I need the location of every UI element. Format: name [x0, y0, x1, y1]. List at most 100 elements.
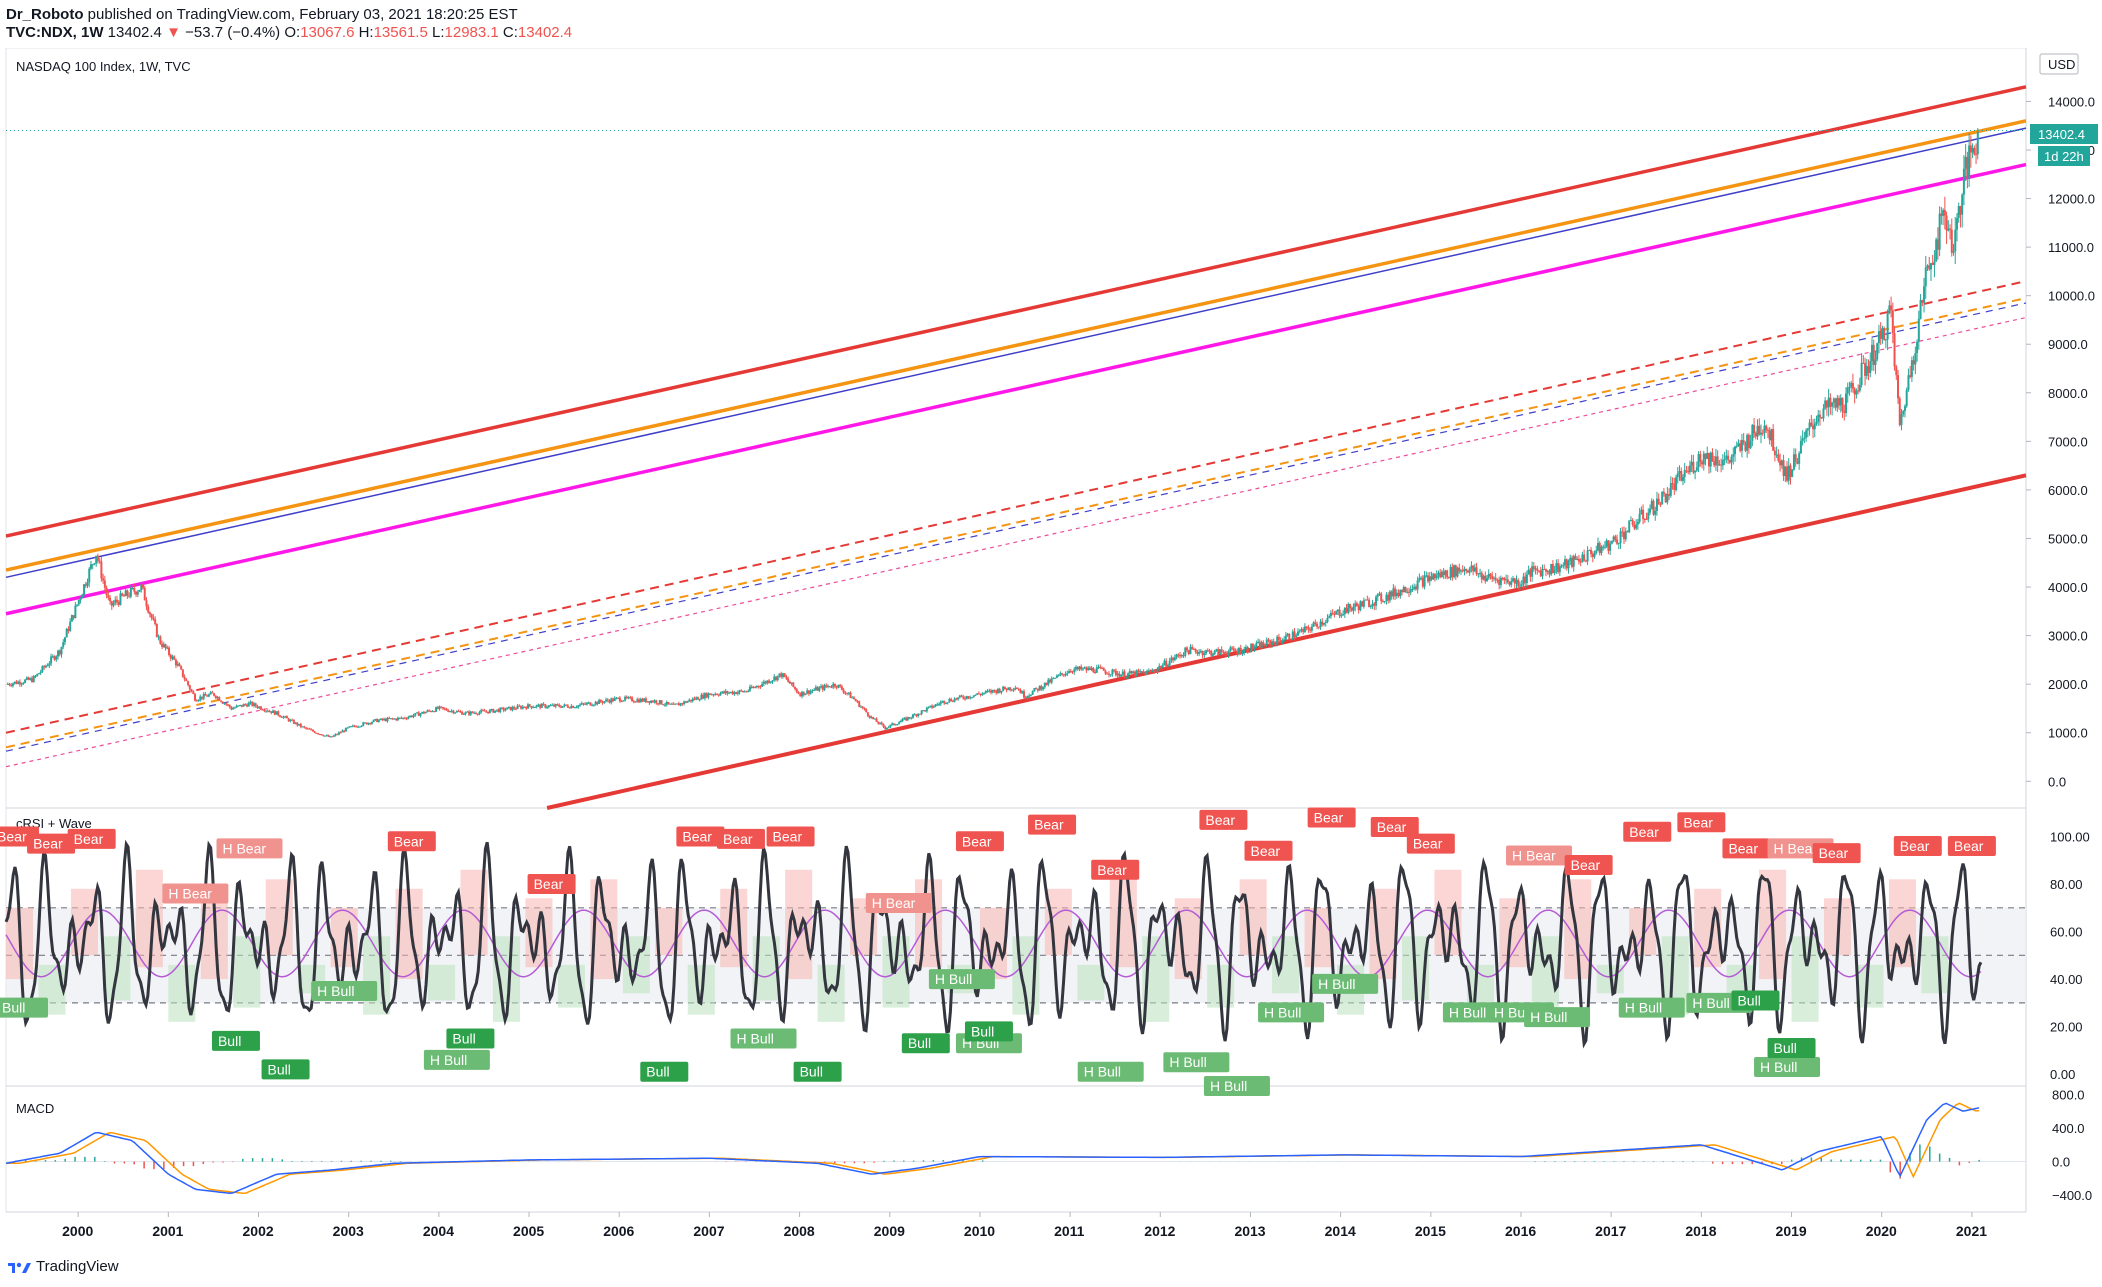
price-candle-body [558, 704, 561, 707]
price-candle-body [98, 560, 101, 562]
price-candle-body [757, 685, 760, 687]
price-candle-body [1151, 670, 1154, 672]
price-candle-body [383, 718, 386, 720]
price-candle-body [462, 713, 465, 715]
signal-label-bull [901, 1033, 950, 1054]
price-candle-body [1902, 411, 1905, 415]
price-candle-body [879, 722, 882, 724]
footer-brand[interactable]: TradingView [6, 1258, 119, 1275]
price-candle-body [211, 692, 214, 694]
price-candle-body [218, 697, 221, 701]
price-candle-body [1572, 556, 1575, 567]
price-candle-body [646, 701, 649, 703]
time-axis-label: 2017 [1595, 1223, 1626, 1239]
price-candle-body [25, 677, 28, 680]
price-candle-body [572, 705, 575, 708]
signal-label-bear [1564, 855, 1613, 876]
chart-canvas[interactable]: NASDAQ 100 Index, 1W, TVC cRSI + Wave MA… [0, 48, 2102, 1248]
macd-axis-label: −400.0 [2052, 1188, 2092, 1203]
price-candle-body [1380, 593, 1383, 602]
price-candle-body [1525, 574, 1528, 584]
price-candle-body [634, 701, 637, 703]
price-candle-body [1848, 387, 1851, 389]
price-candle-body [885, 727, 888, 730]
price-candle-body [1362, 600, 1365, 607]
price-candle-body [1730, 456, 1733, 463]
price-candle-body [1760, 432, 1763, 435]
signal-label-bull [261, 1059, 310, 1080]
price-candle-body [745, 691, 748, 693]
open-value: 13067.6 [300, 24, 355, 41]
price-candle-body [450, 710, 453, 712]
signal-label-bull [640, 1061, 689, 1082]
price-candle-body [925, 707, 928, 712]
price-candle-body [1576, 558, 1579, 560]
price-candle-body [1484, 575, 1487, 582]
rsi-bull-cloud [1077, 964, 1105, 1001]
countdown-tag [2038, 146, 2090, 166]
author-name[interactable]: Dr_Roboto [6, 6, 84, 23]
price-candle-body [1975, 154, 1978, 156]
symbol-name[interactable]: TVC:NDX, 1W [6, 24, 104, 41]
price-candle-body [100, 561, 103, 579]
price-candle-body [1291, 631, 1294, 640]
price-candle-body [906, 717, 909, 721]
price-candle-body [1487, 573, 1490, 579]
price-candle-body [157, 636, 160, 638]
price-candle-body [1062, 674, 1065, 676]
price-candle-body [115, 599, 118, 602]
price-candle-body [81, 594, 84, 599]
signal-label-text: Bear [394, 833, 424, 849]
price-candle-body [1801, 438, 1804, 441]
price-candle-body [1858, 384, 1861, 391]
price-candle-body [1590, 549, 1593, 554]
price-candle-body [1543, 569, 1546, 571]
price-candle-body [917, 713, 920, 717]
price-candle-body [1442, 571, 1445, 576]
price-candle-body [1955, 217, 1958, 230]
price-candle-body [79, 598, 82, 600]
price-candle-body [1506, 579, 1509, 583]
price-candle-body [395, 718, 398, 721]
price-candle-body [814, 687, 817, 690]
price-candle-body [1614, 536, 1617, 540]
price-candle-body [1723, 459, 1726, 461]
price-candle-body [735, 692, 738, 695]
price-candle-body [1553, 570, 1556, 573]
price-candle-body [665, 701, 668, 705]
price-candle-body [1770, 429, 1773, 441]
price-candle-body [110, 601, 113, 606]
price-candle-body [67, 628, 70, 631]
price-candle-body [13, 681, 16, 684]
price-candle-body [1976, 131, 1979, 155]
price-candle-body [837, 684, 840, 688]
price-candle-body [974, 694, 977, 696]
price-candle-body [1567, 560, 1570, 569]
price-candle-body [1499, 577, 1502, 585]
price-candle-body [1137, 670, 1140, 672]
price-candle-body [774, 676, 777, 681]
price-candle-body [828, 686, 831, 688]
price-candle-body [31, 678, 34, 683]
price-candle-body [1258, 641, 1261, 649]
price-candle-body [823, 685, 826, 690]
price-candle-body [124, 590, 127, 597]
signal-label-text: Bear [1034, 817, 1064, 833]
time-axis-label: 2009 [874, 1223, 905, 1239]
price-candle-body [944, 702, 947, 704]
price-candle-body [1270, 641, 1273, 646]
currency-box[interactable] [2039, 53, 2079, 75]
price-candle-body [363, 722, 366, 724]
price-candle-body [1407, 591, 1410, 593]
signal-label-bear [1623, 821, 1672, 842]
price-candle-body [936, 704, 939, 706]
price-candle-body [1281, 640, 1284, 643]
price-candle-body [1432, 573, 1435, 580]
price-candle-body [1877, 331, 1880, 344]
signal-label-text: H Bull [1449, 1004, 1486, 1020]
price-candle-body [53, 656, 56, 660]
price-candle-body [1135, 670, 1138, 676]
price-candle-body [721, 691, 724, 694]
price-candle-body [119, 593, 122, 605]
price-candle-body [91, 564, 94, 566]
